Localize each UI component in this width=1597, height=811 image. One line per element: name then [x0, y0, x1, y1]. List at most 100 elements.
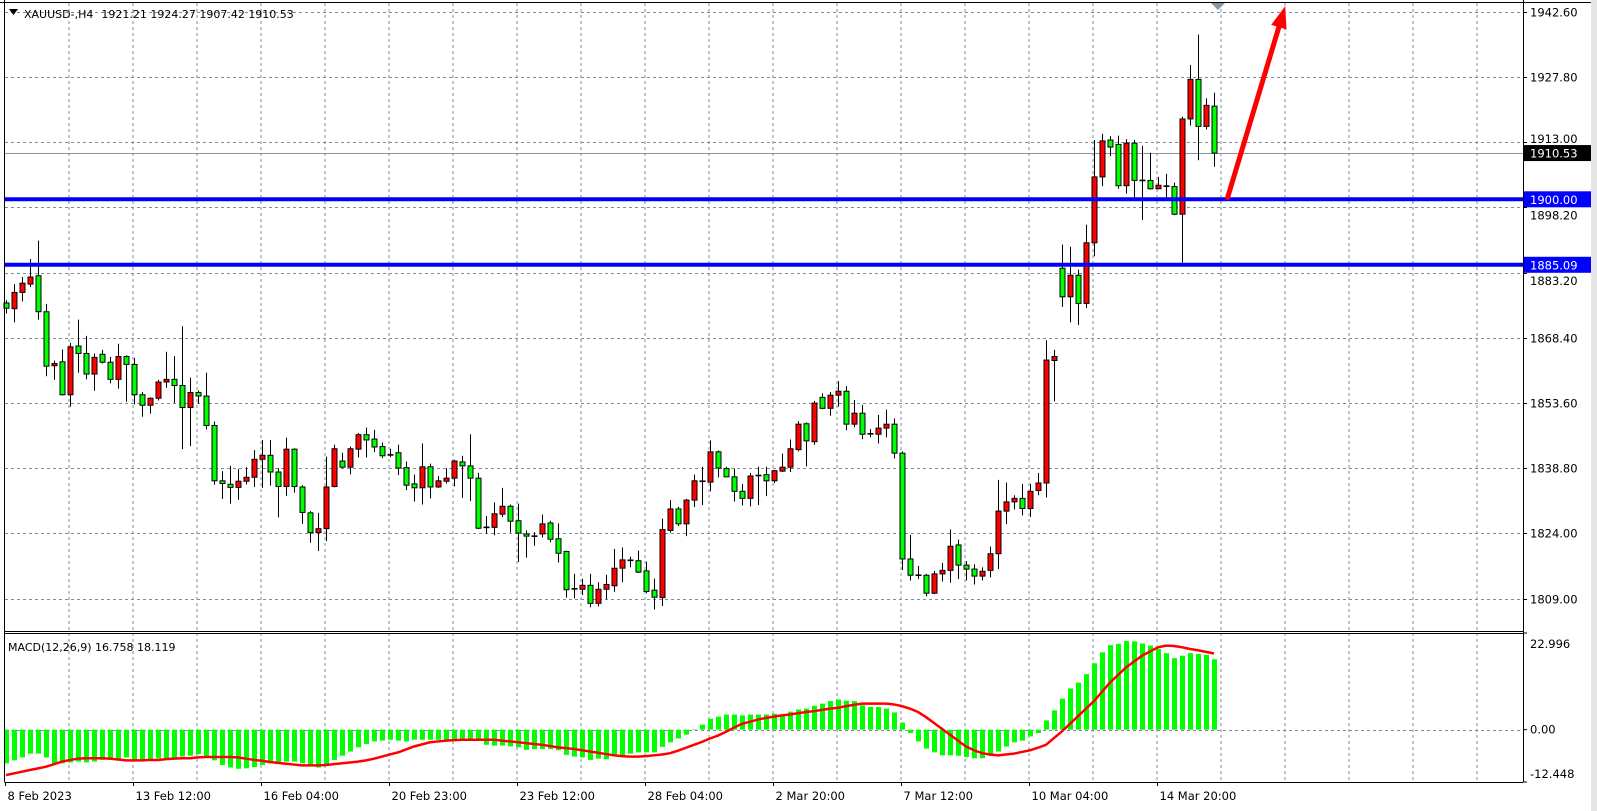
candle	[483, 515, 490, 534]
candle-body	[171, 378, 178, 387]
price-axis[interactable]: 1942.60 1927.80 1913.00 1898.20 1883.20 1868.…	[1523, 6, 1578, 607]
candle	[699, 466, 706, 505]
candle-body	[323, 486, 330, 530]
candle-body	[187, 392, 194, 408]
candle-body	[715, 451, 722, 469]
candle	[611, 548, 618, 592]
macd-bar	[172, 729, 177, 759]
macd-bar	[68, 729, 73, 763]
candle	[555, 523, 562, 563]
trend-arrow[interactable]	[1225, 6, 1287, 201]
macd-bar	[108, 729, 113, 760]
candle	[243, 467, 250, 485]
candle	[43, 303, 50, 377]
macd-bar	[948, 729, 953, 756]
candle	[819, 393, 826, 410]
candle	[803, 422, 810, 467]
candle-body	[851, 412, 858, 425]
macd-bar	[1132, 641, 1137, 730]
candle-body	[819, 396, 826, 409]
candle	[843, 385, 850, 431]
price-axis-label: 1838.80	[1530, 462, 1578, 476]
candle	[907, 534, 914, 581]
macd-bar	[20, 729, 25, 758]
candle-body	[731, 476, 738, 492]
macd-bar	[1036, 729, 1041, 734]
macd-bar	[1108, 645, 1113, 730]
candle-body	[1067, 274, 1074, 298]
macd-bar	[372, 729, 377, 742]
macd-bar	[1060, 698, 1065, 730]
candle-body	[547, 522, 554, 540]
candle	[627, 556, 634, 568]
candle	[1195, 34, 1202, 161]
candle	[235, 468, 242, 500]
candle	[915, 566, 922, 580]
candle	[371, 429, 378, 453]
candle-body	[883, 423, 890, 429]
macd-bar	[836, 699, 841, 730]
candle-body	[475, 477, 482, 529]
time-axis-label: 20 Feb 23:00	[392, 789, 467, 803]
macd-bar	[620, 729, 625, 755]
candle-body	[595, 588, 602, 604]
candle-body	[523, 533, 530, 537]
macd-bar	[244, 729, 249, 769]
candle-body	[435, 480, 442, 488]
candle	[731, 468, 738, 502]
macd-bar	[60, 729, 65, 764]
macd-bar	[540, 729, 545, 750]
macd-bar	[268, 729, 273, 764]
candle	[547, 520, 554, 543]
candle-body	[691, 480, 698, 501]
candle	[51, 360, 58, 380]
macd-bar	[364, 729, 369, 744]
macd-bar	[76, 729, 81, 762]
level-price-tag-background	[1524, 256, 1591, 273]
chart-shift-marker-icon[interactable]	[1211, 3, 1225, 10]
time-axis-label: 28 Feb 04:00	[648, 789, 723, 803]
candle-body	[1099, 140, 1106, 178]
candle	[403, 461, 410, 491]
candle-body	[43, 311, 50, 367]
candle-body	[195, 392, 202, 397]
arrow-shaft[interactable]	[1225, 24, 1282, 201]
macd-bar	[404, 729, 409, 742]
candle-body	[347, 448, 354, 468]
macd-bar	[1180, 655, 1185, 730]
macd-bar	[4, 729, 9, 764]
candle	[83, 335, 90, 380]
candle	[1043, 340, 1050, 498]
macd-bar	[812, 705, 817, 730]
candle	[147, 397, 154, 414]
macd-bar	[1084, 674, 1089, 730]
chart-title: XAUUSD-,H4 1921.21 1924.27 1907.42 1910.5…	[24, 8, 294, 21]
time-axis-label: 7 Mar 12:00	[904, 789, 973, 803]
macd-bar	[556, 729, 561, 751]
candle	[1011, 495, 1018, 510]
candle	[131, 357, 138, 405]
triangle-down-icon[interactable]	[9, 9, 18, 15]
candle-body	[899, 452, 906, 560]
candle	[1099, 133, 1106, 187]
macd-bar	[204, 729, 209, 757]
candle-body	[619, 559, 626, 569]
candle-body	[219, 480, 226, 484]
macd-bar	[604, 729, 609, 760]
macd-bar	[444, 729, 449, 740]
candle	[203, 372, 210, 430]
candle	[787, 439, 794, 473]
time-axis[interactable]: 8 Feb 2023 13 Feb 12:00 16 Feb 04:00 20 Feb…	[5, 782, 1237, 803]
macd-bar	[188, 729, 193, 756]
candle-body	[339, 460, 346, 468]
candle	[1163, 173, 1170, 198]
candle	[187, 377, 194, 447]
candle-body	[907, 558, 914, 576]
macd-bar	[1076, 682, 1081, 730]
candle-body	[1107, 139, 1114, 148]
arrow-head-icon[interactable]	[1271, 6, 1287, 30]
candle	[163, 351, 170, 388]
candle-body	[771, 470, 778, 482]
